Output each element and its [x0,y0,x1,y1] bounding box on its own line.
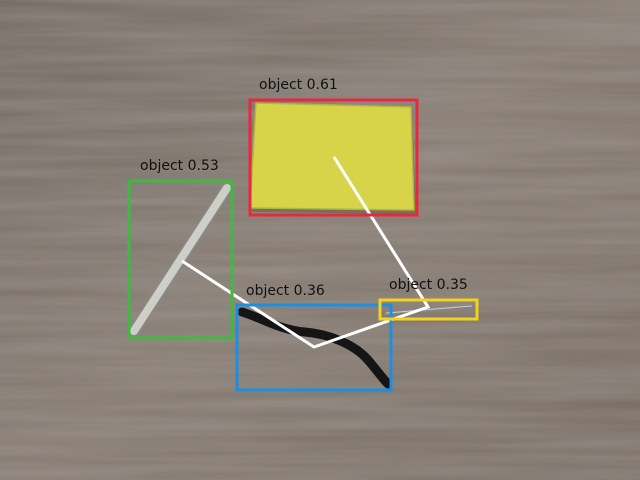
bbox-cable [235,303,393,392]
wire-icon [383,303,475,315]
sponge-icon [249,102,416,214]
bbox-sponge [248,98,419,217]
bbox-wire [378,298,479,321]
label-stick: object 0.53 [140,158,219,174]
label-wire: object 0.35 [389,277,468,293]
bbox-stick [127,179,234,340]
label-cable: object 0.36 [246,283,325,299]
stick-icon [128,182,233,337]
label-sponge: object 0.61 [259,77,338,93]
